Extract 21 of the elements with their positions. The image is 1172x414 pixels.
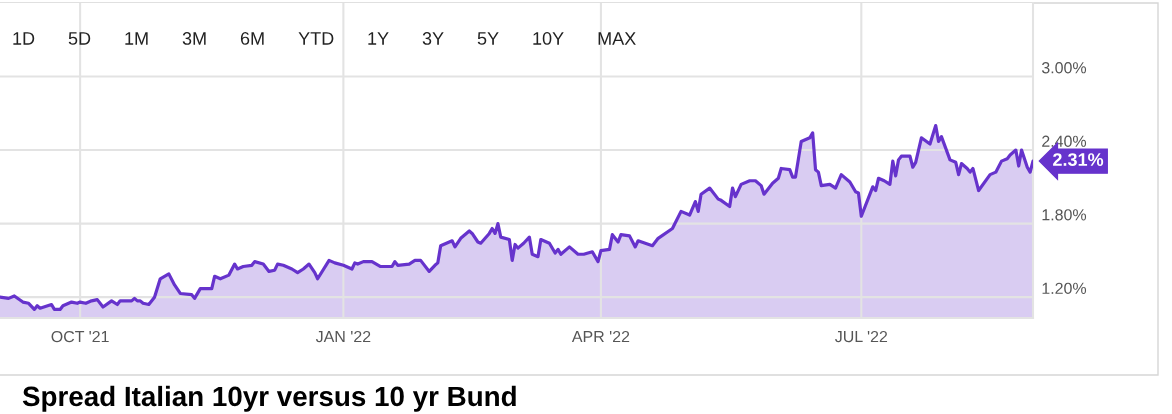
annotation: 5D [68, 32, 91, 45]
annotation: YTD [298, 32, 334, 45]
annotation: 5Y [477, 32, 499, 45]
annotation: MAX [598, 32, 636, 45]
annotation: 1Y [368, 32, 389, 45]
annotation: 1M [125, 32, 148, 45]
y-tick-label: 1.80% [1042, 209, 1087, 221]
y-tick-label: 1.20% [1042, 282, 1087, 295]
y-tick-label: 2.40% [1042, 135, 1087, 147]
annotation: 3Y [422, 32, 444, 45]
annotation: 1D [13, 32, 35, 45]
x-tick-label: JUL '22 [835, 330, 888, 343]
annotation: 2.31% [1053, 153, 1104, 166]
text: Spread Italian 10yr versus 10 yr Bund [22, 385, 516, 412]
annotation: 10Y [533, 32, 564, 45]
annotation: 6M [240, 32, 264, 45]
x-tick-label: APR '22 [571, 330, 630, 343]
x-tick-label: JAN '22 [315, 330, 371, 343]
x-tick-label: OCT '21 [51, 330, 109, 343]
y-tick-label: 3.00% [1041, 62, 1087, 74]
annotation: 3M [182, 32, 206, 45]
